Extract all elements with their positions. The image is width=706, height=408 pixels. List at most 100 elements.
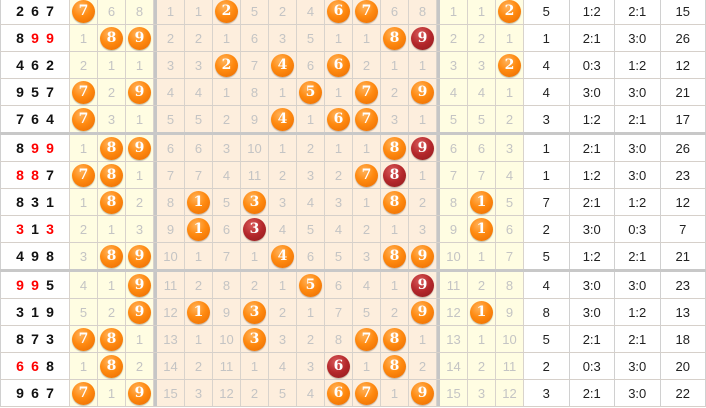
digit-distribution-cell: 10 [157, 243, 185, 269]
divider [437, 380, 440, 406]
sum-value: 23 [660, 272, 706, 298]
draw-digit: 3 [46, 331, 54, 347]
left-zone-cell: 9 [126, 135, 154, 161]
divider [437, 52, 440, 78]
draw-digit: 6 [31, 57, 39, 73]
digit-distribution-cell: 1 [185, 189, 213, 215]
orange-ball-icon: 7 [355, 163, 378, 187]
right-zone-cell: 1 [496, 79, 524, 105]
orange-ball-icon: 4 [271, 244, 294, 268]
big-small-ratio: 3:0 [615, 353, 661, 379]
digit-distribution-cell: 3 [297, 162, 325, 188]
odd-even-ratio: 1:2 [569, 162, 615, 188]
divider [154, 326, 157, 352]
digit-distribution-cell: 9 [409, 243, 437, 269]
divider [437, 106, 440, 132]
right-zone-cell: 2 [440, 25, 468, 51]
span-value: 1 [524, 162, 570, 188]
digit-distribution-cell: 1 [325, 25, 353, 51]
digit-distribution-cell: 2 [185, 353, 213, 379]
odd-even-ratio: 0:3 [569, 52, 615, 78]
left-zone-cell: 1 [98, 216, 126, 242]
orange-ball-icon: 7 [72, 163, 95, 187]
draw-digit: 6 [31, 3, 39, 19]
digit-distribution-cell: 3 [241, 216, 269, 242]
right-zone-cell: 1 [440, 0, 468, 24]
orange-ball-icon: 9 [128, 300, 151, 324]
orange-ball-icon: 2 [215, 53, 238, 77]
digit-distribution-cell: 9 [409, 272, 437, 298]
orange-ball-icon: 7 [355, 327, 378, 351]
digit-distribution-cell: 3 [241, 189, 269, 215]
left-zone-cell: 1 [98, 52, 126, 78]
right-zone-cell: 3 [440, 52, 468, 78]
digit-distribution-cell: 5 [325, 243, 353, 269]
digit-distribution-cell: 7 [353, 380, 381, 406]
orange-ball-icon: 6 [327, 0, 350, 23]
digit-distribution-cell: 7 [325, 299, 353, 325]
divider [437, 162, 440, 188]
orange-ball-icon: 1 [470, 217, 493, 241]
orange-ball-icon: 7 [355, 0, 378, 23]
orange-ball-icon: 8 [383, 327, 406, 351]
orange-ball-icon: 9 [411, 381, 434, 405]
digit-distribution-cell: 3 [185, 52, 213, 78]
digit-distribution-cell: 1 [185, 216, 213, 242]
right-zone-cell: 7 [440, 162, 468, 188]
left-zone-cell: 1 [126, 52, 154, 78]
table-row: 9 9 5 4 1 9 11 2 8 2 1 5 6 4 1 9 11 2 8 4 3:0 3:0 23 [0, 272, 706, 299]
divider [154, 106, 157, 132]
digit-distribution-cell: 9 [409, 135, 437, 161]
draw-digit: 1 [31, 304, 39, 320]
digit-distribution-cell: 1 [269, 135, 297, 161]
left-zone-cell: 1 [126, 106, 154, 132]
divider [437, 299, 440, 325]
digit-distribution-cell: 7 [241, 52, 269, 78]
right-zone-cell: 1 [468, 216, 496, 242]
digit-distribution-cell: 1 [325, 79, 353, 105]
digit-distribution-cell: 11 [213, 353, 241, 379]
draw-digit: 8 [16, 167, 24, 183]
span-value: 8 [524, 299, 570, 325]
digit-distribution-cell: 6 [297, 243, 325, 269]
divider [437, 326, 440, 352]
orange-ball-icon: 9 [128, 273, 151, 297]
divider [154, 272, 157, 298]
digit-distribution-cell: 3 [241, 299, 269, 325]
digit-distribution-cell: 4 [325, 216, 353, 242]
draw-digit: 7 [46, 84, 54, 100]
draw-digit: 6 [31, 111, 39, 127]
left-zone-cell: 1 [70, 353, 98, 379]
right-zone-cell: 1 [468, 243, 496, 269]
big-small-ratio: 2:1 [615, 0, 661, 24]
orange-ball-icon: 9 [128, 381, 151, 405]
span-value: 2 [524, 353, 570, 379]
digit-distribution-cell: 2 [269, 162, 297, 188]
orange-ball-icon: 9 [128, 136, 151, 160]
orange-ball-icon: 5 [299, 80, 322, 104]
digit-distribution-cell: 5 [297, 272, 325, 298]
divider [437, 353, 440, 379]
digit-distribution-cell: 6 [241, 25, 269, 51]
draw-digit: 7 [46, 385, 54, 401]
big-small-ratio: 1:2 [615, 52, 661, 78]
digit-distribution-cell: 7 [157, 162, 185, 188]
digit-distribution-cell: 2 [381, 299, 409, 325]
span-value: 5 [524, 243, 570, 269]
orange-ball-icon: 1 [470, 300, 493, 324]
left-zone-cell: 7 [70, 326, 98, 352]
orange-ball-icon: 6 [327, 107, 350, 131]
digit-distribution-cell: 10 [213, 326, 241, 352]
digit-distribution-cell: 8 [409, 0, 437, 24]
digit-distribution-cell: 1 [353, 189, 381, 215]
digit-distribution-cell: 9 [157, 216, 185, 242]
digit-distribution-cell: 6 [325, 0, 353, 24]
table-row: 4 9 8 3 8 9 10 1 7 1 4 6 5 3 8 9 10 1 7 5 1:2 2:1 21 [0, 243, 706, 272]
digit-distribution-cell: 3 [409, 216, 437, 242]
digit-distribution-cell: 2 [213, 106, 241, 132]
